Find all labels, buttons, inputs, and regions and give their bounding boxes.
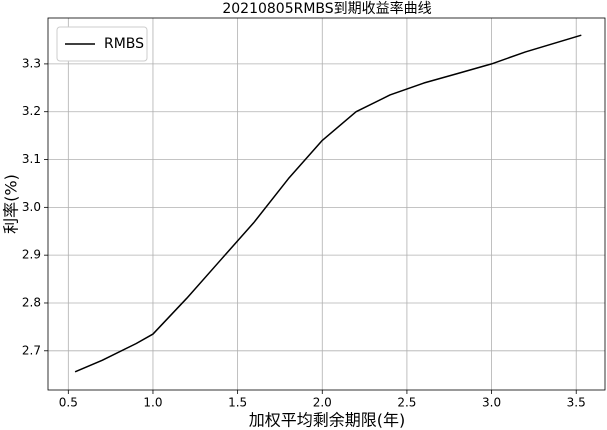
x-tick-label: 1.0 <box>143 396 162 410</box>
x-tick-label: 2.0 <box>313 396 332 410</box>
x-tick-label: 3.0 <box>482 396 501 410</box>
y-tick-label: 3.1 <box>22 152 41 166</box>
legend-label: RMBS <box>104 36 144 52</box>
data-line <box>74 34 582 373</box>
plot-frame <box>47 17 606 391</box>
x-axis-label: 加权平均剩余期限(年) <box>249 411 406 430</box>
y-tick-label: 3.0 <box>22 200 41 214</box>
y-axis-label: 利率(%) <box>2 174 21 234</box>
x-tick-label: 1.5 <box>228 396 247 410</box>
y-tick-label: 2.8 <box>22 295 41 309</box>
x-tick-label: 2.5 <box>397 396 416 410</box>
y-tick-label: 3.2 <box>22 104 41 118</box>
y-tick-label: 2.7 <box>22 343 41 357</box>
legend-box <box>56 26 148 62</box>
y-tick-label: 2.9 <box>22 248 41 262</box>
chart-title: 20210805RMBS到期收益率曲线 <box>222 0 431 17</box>
y-tick-label: 3.3 <box>22 56 41 70</box>
x-tick-label: 3.5 <box>567 396 586 410</box>
x-tick-label: 0.5 <box>59 396 78 410</box>
